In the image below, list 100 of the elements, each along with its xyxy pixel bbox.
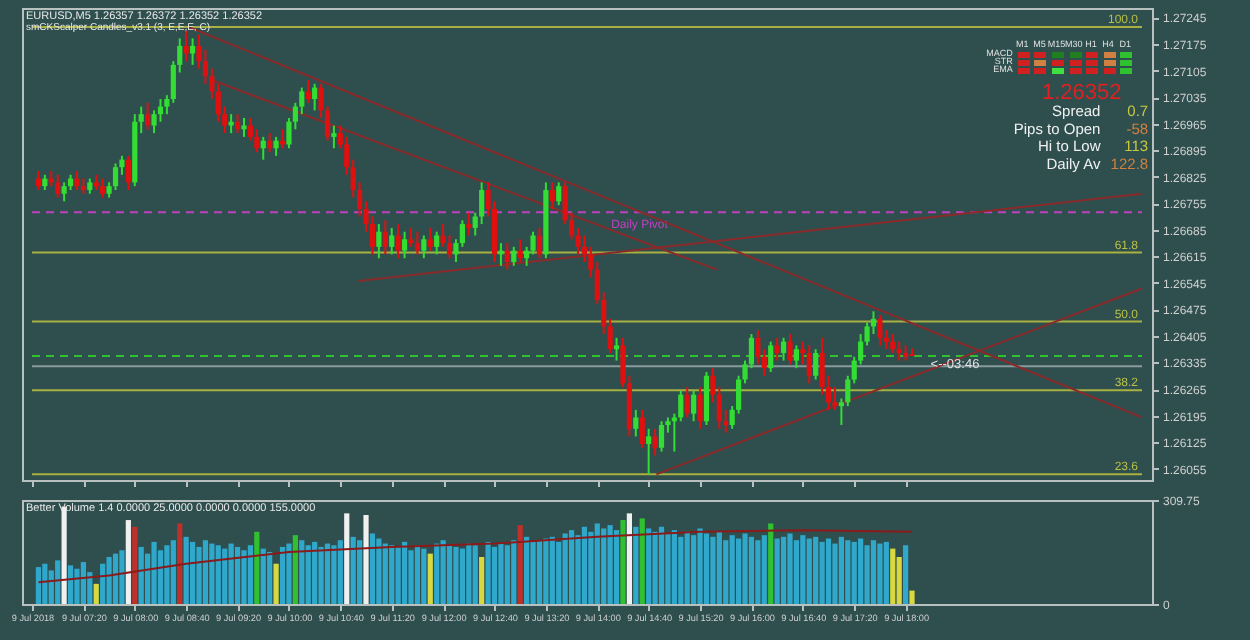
bar bbox=[613, 530, 620, 604]
bar bbox=[594, 523, 600, 604]
bar bbox=[800, 535, 806, 604]
candlestick bbox=[536, 226, 543, 260]
bar bbox=[581, 526, 588, 604]
bar bbox=[337, 540, 343, 604]
bar bbox=[74, 568, 80, 604]
candlestick bbox=[466, 211, 472, 237]
bar bbox=[414, 545, 421, 604]
bar bbox=[556, 541, 562, 604]
bar bbox=[742, 533, 748, 604]
candlestick bbox=[633, 408, 639, 438]
candlestick bbox=[267, 132, 273, 154]
bar bbox=[716, 531, 722, 604]
bar bbox=[761, 535, 767, 604]
bar bbox=[427, 553, 433, 604]
bar bbox=[453, 546, 459, 604]
candlestick bbox=[498, 242, 504, 267]
candlestick bbox=[55, 173, 61, 199]
candlestick bbox=[273, 135, 279, 157]
bar bbox=[601, 528, 607, 604]
bar bbox=[241, 550, 247, 604]
bar bbox=[389, 545, 395, 604]
bar bbox=[67, 565, 74, 604]
candlestick bbox=[241, 116, 247, 138]
bar bbox=[344, 513, 350, 604]
bar bbox=[196, 546, 202, 604]
bar bbox=[697, 528, 703, 604]
bar bbox=[883, 541, 889, 604]
candlestick bbox=[408, 226, 414, 248]
bar bbox=[870, 540, 877, 604]
bar bbox=[658, 526, 665, 604]
bar bbox=[665, 533, 671, 604]
bar bbox=[222, 548, 228, 604]
candlestick bbox=[125, 154, 131, 191]
bar bbox=[832, 543, 838, 604]
bar bbox=[710, 536, 716, 604]
candlestick bbox=[768, 340, 774, 373]
bar bbox=[459, 548, 465, 604]
bar bbox=[446, 545, 453, 604]
bar bbox=[286, 543, 292, 604]
candlestick bbox=[658, 420, 665, 453]
candlestick bbox=[189, 37, 196, 66]
bar bbox=[858, 538, 864, 604]
candlestick bbox=[305, 79, 311, 104]
bar bbox=[498, 543, 504, 604]
bar bbox=[440, 540, 446, 604]
bar bbox=[279, 546, 286, 604]
candlestick bbox=[100, 177, 106, 199]
bar bbox=[485, 541, 491, 604]
bar bbox=[421, 548, 427, 604]
bar bbox=[562, 533, 568, 604]
bar bbox=[736, 538, 742, 604]
candlestick bbox=[517, 238, 523, 264]
bar bbox=[543, 538, 549, 604]
bar bbox=[588, 531, 594, 604]
candlestick bbox=[382, 219, 388, 256]
bar bbox=[491, 546, 498, 604]
bar bbox=[620, 520, 626, 604]
bar bbox=[305, 545, 311, 604]
candlestick bbox=[312, 82, 318, 112]
candlestick bbox=[877, 314, 883, 347]
bar bbox=[42, 563, 48, 604]
bar bbox=[536, 540, 543, 604]
candlestick bbox=[74, 170, 80, 191]
bar bbox=[35, 567, 42, 604]
bar bbox=[568, 530, 575, 604]
bar bbox=[215, 545, 221, 604]
bar bbox=[157, 550, 164, 604]
bar bbox=[575, 535, 581, 604]
candlestick bbox=[793, 344, 800, 370]
bar bbox=[877, 543, 883, 604]
bar bbox=[639, 518, 645, 604]
bar bbox=[299, 540, 305, 604]
bar bbox=[401, 541, 408, 604]
bar bbox=[202, 540, 209, 604]
bar bbox=[318, 546, 324, 604]
bar bbox=[851, 541, 857, 604]
bar bbox=[530, 541, 536, 604]
bar bbox=[549, 536, 555, 604]
bar bbox=[511, 540, 517, 604]
bar bbox=[254, 531, 260, 604]
candlestick bbox=[549, 181, 555, 210]
bar bbox=[825, 538, 832, 604]
bar bbox=[228, 543, 234, 604]
bar bbox=[100, 563, 106, 604]
bar bbox=[787, 533, 793, 604]
candlestick bbox=[780, 336, 787, 362]
bar bbox=[472, 545, 478, 604]
bar bbox=[755, 540, 761, 604]
bar bbox=[170, 540, 176, 604]
line-series bbox=[37, 529, 914, 584]
bar bbox=[324, 543, 331, 604]
candlestick bbox=[35, 170, 42, 191]
candlestick bbox=[228, 113, 234, 135]
bar bbox=[864, 545, 870, 604]
bar bbox=[780, 536, 787, 604]
candlestick bbox=[112, 162, 119, 191]
candlestick bbox=[806, 344, 812, 385]
bar bbox=[793, 540, 800, 604]
